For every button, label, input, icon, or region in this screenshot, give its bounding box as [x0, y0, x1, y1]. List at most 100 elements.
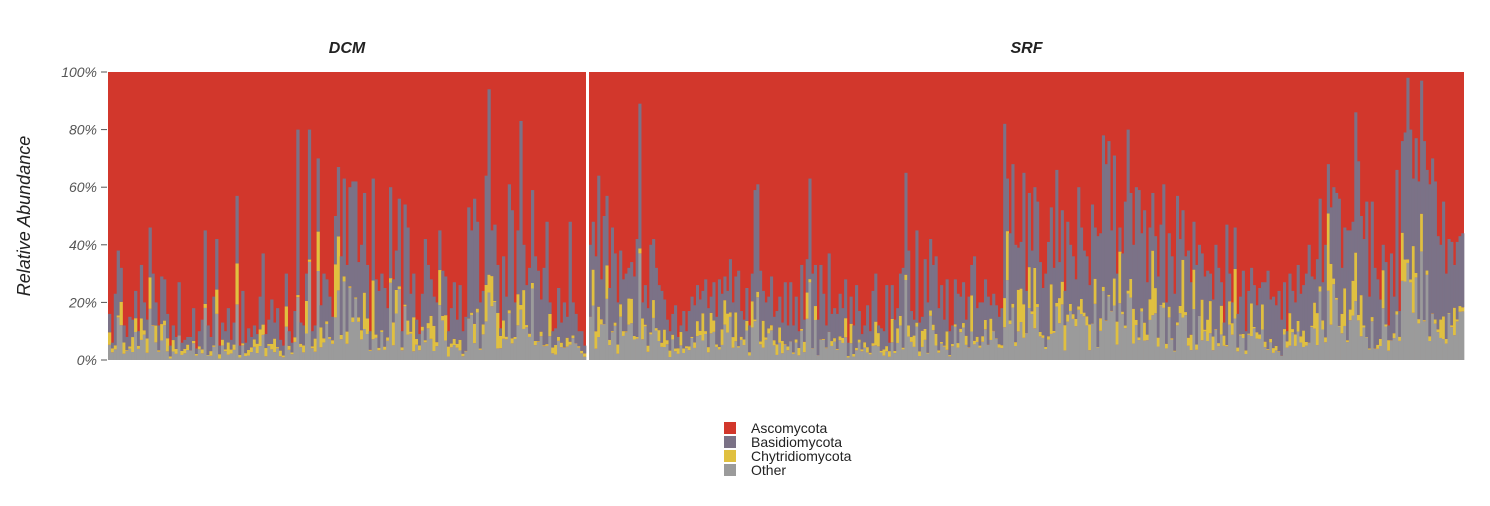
- bar-segment-basidiomycota: [674, 305, 678, 349]
- bar-segment-other: [904, 280, 908, 360]
- bar-segment-other: [728, 316, 732, 360]
- bar-segment-other: [1217, 346, 1221, 360]
- bar-segment-other: [709, 333, 713, 360]
- bar-segment-chytridiomycota: [1453, 307, 1457, 336]
- bar-segment-basidiomycota: [717, 279, 722, 347]
- bar-segment-basidiomycota: [441, 270, 445, 316]
- bar-segment-basidiomycota: [444, 276, 448, 316]
- bar-segment-chytridiomycota: [772, 340, 776, 346]
- bar-segment-basidiomycota: [264, 334, 268, 349]
- bar-segment-basidiomycota: [1115, 273, 1119, 322]
- bar-segment-other: [464, 351, 468, 360]
- bar-segment-chytridiomycota: [685, 346, 689, 349]
- bar-segment-other: [415, 344, 419, 360]
- bar-segment-basidiomycota: [687, 311, 691, 347]
- bar-segment-chytridiomycota: [654, 328, 658, 331]
- bar-segment-chytridiomycota: [926, 352, 930, 354]
- bar-segment-chytridiomycota: [1378, 338, 1383, 346]
- bar-segment-chytridiomycota: [937, 350, 941, 353]
- bar-segment-other: [926, 353, 930, 360]
- bar-segment-basidiomycota: [496, 264, 500, 314]
- bar-segment-basidiomycota: [816, 319, 820, 356]
- bar-segment-basidiomycota: [1181, 210, 1185, 260]
- bar-segment-basidiomycota: [1082, 250, 1086, 313]
- bar-segment-basidiomycota: [1381, 244, 1385, 271]
- bar-segment-chytridiomycota: [400, 347, 404, 351]
- bar-segment-basidiomycota: [542, 267, 546, 346]
- bar-segment-chytridiomycota: [1244, 350, 1248, 355]
- bar-segment-other: [1436, 332, 1440, 360]
- bar-segment-basidiomycota: [750, 273, 754, 302]
- bar-segment-basidiomycota: [679, 325, 683, 333]
- bar-segment-basidiomycota: [1228, 273, 1232, 302]
- bar-segment-basidiomycota: [1159, 224, 1163, 305]
- bar-segment-basidiomycota: [882, 331, 886, 350]
- bar-segment-chytridiomycota: [805, 292, 809, 319]
- bar-segment-chytridiomycota: [1016, 289, 1020, 332]
- bar-segment-basidiomycota: [778, 296, 782, 328]
- bar-segment-chytridiomycota: [1170, 338, 1174, 340]
- bar-segment-other: [1285, 347, 1289, 360]
- bar-segment-basidiomycota: [580, 331, 584, 351]
- bar-segment-other: [420, 330, 425, 360]
- bar-segment-other: [819, 339, 823, 360]
- bar-segment-basidiomycota: [415, 319, 419, 339]
- bar-segment-chytridiomycota: [554, 345, 558, 355]
- panel-srf: SRF: [589, 40, 1465, 360]
- bar-segment-other: [1332, 284, 1336, 360]
- bar-segment-other: [1271, 352, 1276, 360]
- bar-segment-basidiomycota: [709, 296, 713, 313]
- bar-segment-chytridiomycota: [1137, 337, 1141, 341]
- bar-segment-other: [668, 357, 672, 360]
- bar-segment-basidiomycota: [608, 288, 612, 340]
- bar-segment-other: [1304, 345, 1308, 360]
- bar-segment-basidiomycota: [1433, 181, 1437, 320]
- bar-segment-basidiomycota: [357, 262, 361, 318]
- bar-segment-basidiomycota: [154, 302, 158, 326]
- bar-segment-chytridiomycota: [583, 353, 587, 357]
- bar-segment-other: [1079, 313, 1084, 360]
- bar-segment-other: [1269, 342, 1273, 360]
- bar-segment-basidiomycota: [1192, 221, 1196, 270]
- bar-segment-basidiomycota: [907, 250, 911, 326]
- bar-segment-other: [663, 346, 667, 360]
- bar-segment-basidiomycota: [348, 187, 352, 287]
- bar-segment-basidiomycota: [252, 325, 257, 340]
- bar-segment-chytridiomycota: [302, 345, 306, 353]
- bar-segment-basidiomycota: [284, 273, 288, 307]
- bar-segment-chytridiomycota: [304, 300, 309, 334]
- bar-segment-basidiomycota: [1038, 262, 1042, 332]
- bar-segment-chytridiomycota: [1058, 298, 1062, 324]
- bar-segment-chytridiomycota: [1255, 332, 1259, 339]
- bar-segment-other: [1101, 291, 1106, 360]
- bar-segment-other: [973, 344, 977, 360]
- bar-segment-basidiomycota: [1395, 169, 1399, 312]
- bar-segment-chytridiomycota: [241, 343, 245, 346]
- bar-segment-chytridiomycota: [1318, 286, 1322, 292]
- bar-segment-chytridiomycota: [1439, 319, 1443, 338]
- bar-segment-chytridiomycota: [504, 336, 509, 340]
- bar-segment-other: [1239, 335, 1243, 360]
- bar-segment-other: [871, 345, 875, 360]
- bar-segment-other: [142, 334, 147, 360]
- bar-segment-chytridiomycota: [1239, 334, 1243, 336]
- bar-segment-other: [565, 346, 569, 360]
- bar-segment-basidiomycota: [1400, 141, 1404, 233]
- bar-segment-chytridiomycota: [296, 295, 300, 298]
- bar-segment-other: [1274, 350, 1278, 360]
- bar-segment-chytridiomycota: [374, 334, 378, 338]
- bar-segment-basidiomycota: [1326, 164, 1330, 214]
- bar-segment-other: [163, 325, 167, 360]
- bar-segment-chytridiomycota: [608, 339, 612, 346]
- bar-segment-basidiomycota: [1291, 290, 1295, 330]
- bar-segment-other: [877, 346, 881, 360]
- bar-segment-other: [357, 321, 361, 360]
- bar-segment-basidiomycota: [1104, 164, 1108, 321]
- bar-segment-chytridiomycota: [577, 346, 581, 348]
- bar-segment-chytridiomycota: [345, 331, 349, 344]
- bar-segment-basidiomycota: [1389, 253, 1394, 341]
- bar-segment-basidiomycota: [528, 267, 532, 334]
- bar-segment-basidiomycota: [557, 288, 561, 337]
- bar-segment-other: [1409, 282, 1413, 360]
- bar-segment-basidiomycota: [507, 184, 512, 311]
